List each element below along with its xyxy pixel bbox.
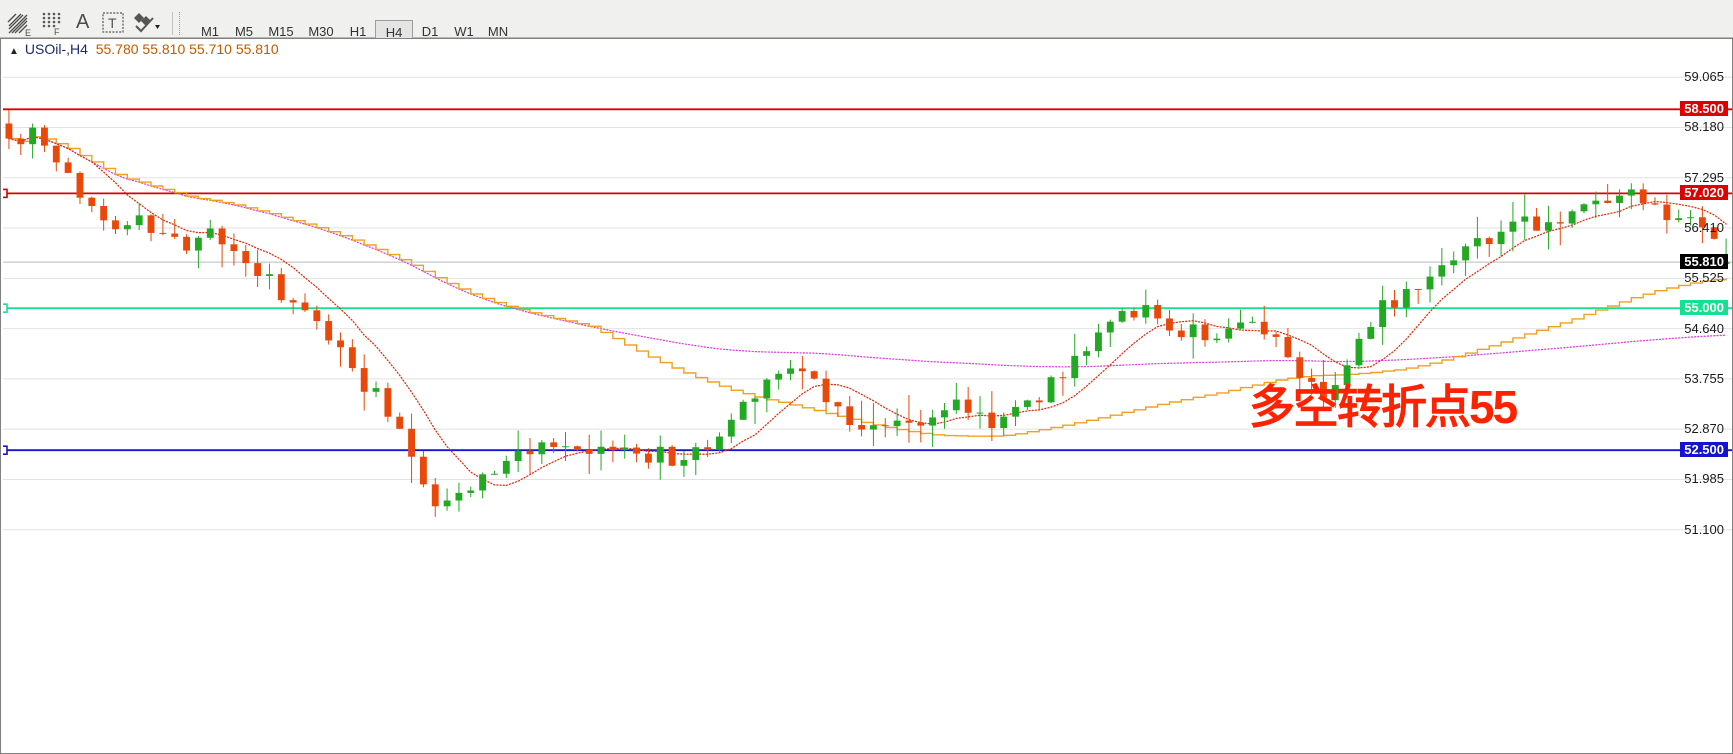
svg-text:F: F [54, 27, 60, 36]
svg-text:E: E [25, 28, 31, 37]
svg-text:T: T [108, 15, 117, 31]
